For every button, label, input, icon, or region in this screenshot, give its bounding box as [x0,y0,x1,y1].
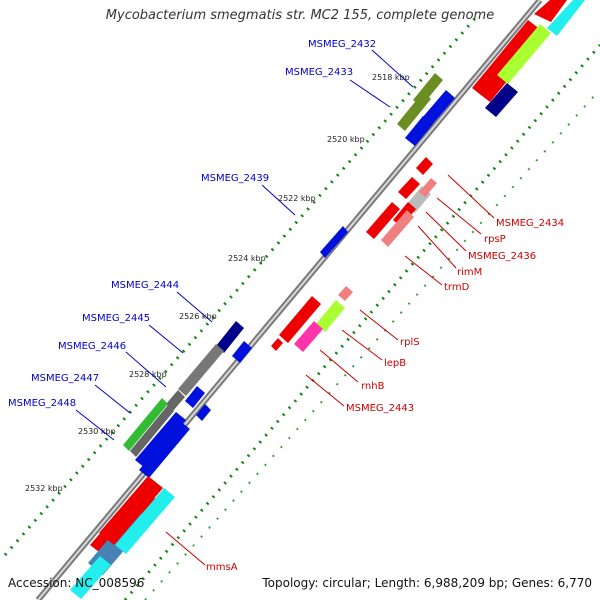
gene-block-MSMEG_2434[interactable] [416,157,433,175]
left-label-connectors [75,49,414,441]
connector-MSMEG_2439 [261,184,296,216]
gene-label-trmD[interactable]: trmD [444,282,470,293]
gene-block-blue-e[interactable] [196,404,211,421]
gene-block-navy-ne[interactable] [485,83,518,117]
gene-block-trmD[interactable] [381,210,414,247]
genome-title: Mycobacterium smegmatis str. MC2 155, co… [105,8,495,23]
connector-MSMEG_2436 [425,211,467,252]
right-label-connectors [165,174,495,566]
tick-label-2524: 2524 kbp [228,254,266,263]
connector-lepB [341,329,383,361]
gene-block-MSMEG_2433[interactable] [413,73,443,107]
gene-block-blue-b[interactable] [422,90,455,126]
gene-block-MSMEG_2446[interactable] [166,390,185,411]
gene-label-MSMEG_2448[interactable]: MSMEG_2448 [8,398,76,409]
gene-block-MSMEG_2447[interactable] [123,398,168,451]
gene-label-MSMEG_2433[interactable]: MSMEG_2433 [285,67,353,78]
connector-mmsA [165,531,206,566]
gene-label-rplS[interactable]: rplS [400,337,420,348]
gene-block-MSMEG_2448[interactable] [135,412,186,468]
connector-rpsP [436,197,482,235]
gene-label-MSMEG_2432[interactable]: MSMEG_2432 [308,39,376,50]
topology-text: Topology: circular; Length: 6,988,209 bp… [262,576,592,590]
gene-block-MSMEG_2444[interactable] [216,321,244,353]
connector-MSMEG_2432 [371,49,414,88]
right-gene-labels: MSMEG_2434 rpsP MSMEG_2436 rimM trmD rpl… [206,218,564,573]
gene-block-rimM-b[interactable] [366,202,400,239]
tick-labels: 2518 kbp 2520 kbp 2522 kbp 2524 kbp 2526… [25,73,410,493]
tick-label-2532: 2532 kbp [25,484,63,493]
gene-block-MSMEG_2447-b[interactable] [130,405,174,457]
connector-MSMEG_2433 [349,79,391,108]
gene-block-blue-d[interactable] [185,386,205,408]
backbone-highlight [37,0,541,600]
gene-block-rpsP[interactable] [398,177,420,199]
connector-MSMEG_2447 [94,384,131,414]
gene-label-mmsA[interactable]: mmsA [206,562,238,573]
connector-rimM [417,225,457,269]
connector-MSMEG_2444 [176,291,213,323]
gene-label-rnhB[interactable]: rnhB [361,381,385,392]
connector-rplS [359,309,399,341]
gene-block-lepB[interactable] [316,300,345,332]
gene-block-red-ne-b[interactable] [534,0,567,22]
gene-block-rnhB[interactable] [294,321,323,352]
connector-MSMEG_2443 [305,374,345,407]
gene-block-mmsA-b[interactable] [115,488,175,554]
tick-label-2526: 2526 kbp [179,312,217,321]
gene-block-mmsA[interactable] [99,476,163,545]
connector-MSMEG_2446 [125,351,167,388]
tick-label-2530: 2530 kbp [78,427,116,436]
gene-block-cyan-sw[interactable] [70,556,111,599]
tick-label-2528: 2528 kbp [129,370,167,379]
gene-label-rimM[interactable]: rimM [457,267,482,278]
gene-block-MSMEG_2445[interactable] [178,344,224,396]
left-gene-labels: MSMEG_2432 MSMEG_2433 MSMEG_2439 MSMEG_2… [8,39,376,409]
backbone [35,0,543,600]
gene-block-lime-ne[interactable] [497,24,551,84]
gene-block-blue-f[interactable] [139,421,190,478]
gene-block-blue-c[interactable] [232,341,252,363]
tick-label-2518: 2518 kbp [372,73,410,82]
gene-label-rpsP[interactable]: rpsP [484,234,506,245]
gene-block-cyan-ne[interactable] [547,0,585,36]
gene-block-red-small[interactable] [271,338,283,351]
dotted-guide-inner [123,44,600,600]
gene-block-blue-a[interactable] [405,116,433,146]
dotted-guide-outer [3,14,480,556]
gene-label-MSMEG_2445[interactable]: MSMEG_2445 [82,313,150,324]
gene-label-MSMEG_2444[interactable]: MSMEG_2444 [111,280,179,291]
genes-right-strand [99,0,585,554]
gene-label-MSMEG_2439[interactable]: MSMEG_2439 [201,173,269,184]
gene-label-MSMEG_2447[interactable]: MSMEG_2447 [31,373,99,384]
gene-label-MSMEG_2446[interactable]: MSMEG_2446 [58,341,126,352]
gene-label-lepB[interactable]: lepB [384,358,406,369]
gene-label-MSMEG_2443[interactable]: MSMEG_2443 [346,403,414,414]
connector-rnhB [319,349,359,383]
gene-block-trmD-b[interactable] [419,178,437,197]
accession-text: Accession: NC_008596 [8,576,145,590]
connector-MSMEG_2434 [447,174,495,219]
tick-label-2522: 2522 kbp [278,194,316,203]
connector-MSMEG_2445 [148,324,184,354]
tick-label-2520: 2520 kbp [327,135,365,144]
connector-MSMEG_2448 [75,409,115,441]
gene-block-MSMEG_2443[interactable] [279,296,321,343]
gene-block-rplS[interactable] [338,286,353,301]
gene-label-MSMEG_2436[interactable]: MSMEG_2436 [468,251,536,262]
gene-label-MSMEG_2434[interactable]: MSMEG_2434 [496,218,564,229]
connector-trmD [404,255,443,286]
dotted-guide-inner-2 [144,94,596,600]
gene-block-MSMEG_2439[interactable] [320,226,348,258]
